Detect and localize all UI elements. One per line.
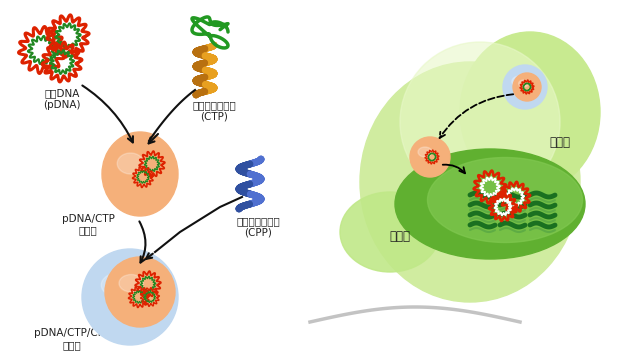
Ellipse shape [105, 257, 175, 327]
Ellipse shape [428, 157, 582, 243]
Ellipse shape [410, 137, 450, 177]
Ellipse shape [503, 65, 547, 109]
Ellipse shape [101, 273, 135, 297]
Ellipse shape [418, 147, 432, 157]
Ellipse shape [117, 153, 144, 174]
Text: 叶绿体: 叶绿体 [389, 231, 410, 244]
Ellipse shape [460, 32, 600, 192]
Ellipse shape [360, 62, 580, 302]
Ellipse shape [400, 42, 560, 202]
Text: 叶绿体转运序列
(CTP): 叶绿体转运序列 (CTP) [192, 100, 236, 121]
Ellipse shape [519, 80, 528, 87]
Text: 质粒DNA
(pDNA): 质粒DNA (pDNA) [43, 88, 81, 109]
Ellipse shape [102, 132, 178, 216]
Ellipse shape [82, 249, 178, 345]
Text: pDNA/CTP/CPP
复合体: pDNA/CTP/CPP 复合体 [34, 328, 110, 350]
Ellipse shape [395, 149, 585, 259]
Ellipse shape [119, 275, 144, 292]
Text: 细胞质: 细胞质 [550, 136, 571, 149]
Ellipse shape [513, 73, 541, 101]
Ellipse shape [511, 76, 527, 87]
Text: pDNA/CTP
复合体: pDNA/CTP 复合体 [62, 214, 114, 235]
Ellipse shape [340, 192, 440, 272]
Text: 细胞膜穿透序列
(CPP): 细胞膜穿透序列 (CPP) [236, 216, 280, 238]
